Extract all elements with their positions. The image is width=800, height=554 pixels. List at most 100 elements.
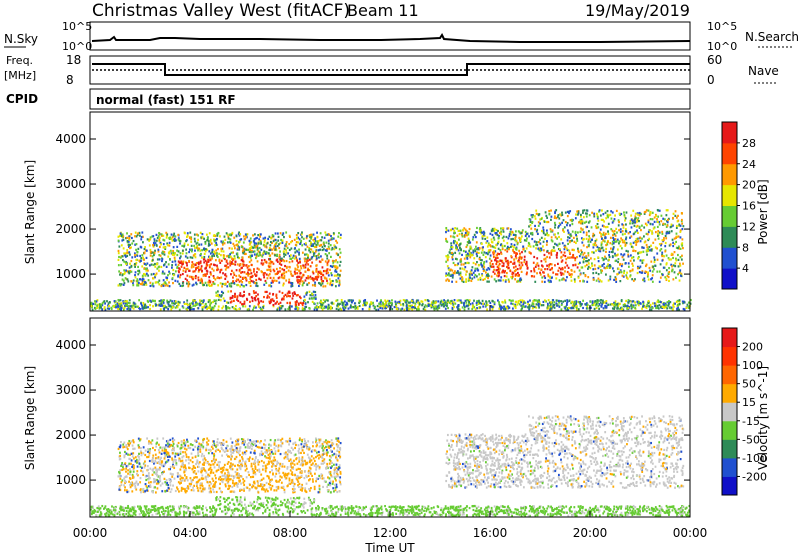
heatmap-cell	[145, 267, 147, 271]
heatmap-cell	[195, 262, 198, 265]
heatmap-cell	[221, 307, 224, 310]
heatmap-cell	[412, 301, 415, 304]
heatmap-cell	[129, 305, 131, 308]
heatmap-cell	[154, 265, 157, 268]
heatmap-cell	[478, 256, 481, 259]
heatmap-cell	[649, 229, 652, 232]
heatmap-cell	[199, 303, 202, 307]
heatmap-cell	[461, 306, 464, 309]
heatmap-cell	[252, 246, 255, 249]
heatmap-cell	[634, 215, 637, 218]
heatmap-cell	[502, 269, 505, 272]
heatmap-cell	[90, 303, 93, 306]
heatmap-cell	[276, 232, 279, 235]
heatmap-cell	[95, 300, 98, 303]
heatmap-cell	[187, 281, 190, 284]
heatmap-cell	[547, 273, 550, 276]
heatmap-cell	[192, 300, 195, 303]
heatmap-cell	[216, 234, 219, 237]
heatmap-cell	[320, 243, 323, 247]
heatmap-cell	[453, 239, 455, 243]
heatmap-cell	[410, 304, 413, 307]
heatmap-cell	[219, 261, 222, 264]
heatmap-cell	[520, 270, 523, 273]
heatmap-cell	[575, 308, 578, 311]
heatmap-cell	[160, 299, 163, 302]
heatmap-cell	[615, 254, 618, 257]
heatmap-cell	[452, 274, 454, 277]
heatmap-cell	[473, 233, 476, 236]
heatmap-cell	[205, 233, 208, 236]
heatmap-cell	[165, 231, 168, 234]
heatmap-cell	[256, 247, 259, 250]
heatmap-cell	[606, 266, 609, 270]
heatmap-cell	[568, 249, 571, 252]
heatmap-cell	[608, 255, 611, 259]
heatmap-cell	[318, 441, 321, 444]
heatmap-cell	[451, 258, 454, 261]
heatmap-cell	[201, 269, 203, 272]
heatmap-cell	[580, 251, 583, 254]
heatmap-cell	[268, 268, 270, 271]
heatmap-cell	[421, 303, 424, 306]
heatmap-cell	[206, 307, 209, 311]
heatmap-cell	[158, 304, 161, 307]
heatmap-cell	[123, 272, 126, 275]
heatmap-cell	[498, 267, 501, 271]
heatmap-cell	[564, 279, 567, 282]
heatmap-cell	[512, 266, 515, 269]
heatmap-cell	[197, 261, 200, 264]
heatmap-cell	[190, 250, 193, 253]
heatmap-cell	[563, 244, 566, 248]
heatmap-cell	[240, 279, 242, 282]
heatmap-cell	[253, 244, 256, 247]
heatmap-cell	[294, 243, 297, 247]
heatmap-cell	[602, 301, 605, 304]
heatmap-cell	[229, 241, 232, 244]
heatmap-cell	[157, 248, 160, 251]
heatmap-cell	[204, 281, 207, 284]
heatmap-cell	[104, 302, 106, 305]
heatmap-cell	[493, 238, 496, 241]
heatmap-cell	[582, 238, 584, 241]
heatmap-cell	[96, 299, 99, 302]
heatmap-cell	[336, 241, 339, 244]
heatmap-cell	[268, 300, 271, 303]
heatmap-cell	[566, 300, 569, 303]
heatmap-cell	[149, 251, 152, 254]
heatmap-cell	[604, 267, 607, 270]
heatmap-cell	[317, 240, 320, 243]
heatmap-cell	[308, 234, 311, 237]
heatmap-cell	[648, 266, 651, 270]
heatmap-cell	[627, 299, 630, 302]
heatmap-cell	[268, 296, 271, 299]
heatmap-cell	[246, 266, 249, 269]
heatmap-cell	[644, 222, 647, 225]
heatmap-cell	[651, 223, 654, 226]
heatmap-cell	[616, 238, 619, 241]
heatmap-cell	[535, 243, 537, 246]
heatmap-cell	[194, 256, 197, 259]
heatmap-cell	[145, 283, 148, 286]
heatmap-cell	[522, 300, 525, 303]
heatmap-cell	[501, 227, 504, 230]
heatmap-cell	[647, 273, 649, 276]
heatmap-cell	[297, 307, 299, 310]
heatmap-cell	[312, 272, 315, 275]
heatmap-cell	[680, 258, 683, 261]
heatmap-cell	[238, 248, 241, 251]
heatmap-cell	[308, 281, 310, 285]
heatmap-cell	[91, 306, 93, 309]
heatmap-cell	[630, 257, 633, 260]
heatmap-cell	[463, 308, 466, 311]
heatmap-cell	[249, 248, 251, 251]
heatmap-cell	[475, 275, 478, 278]
heatmap-cell	[619, 263, 621, 266]
heatmap-cell	[568, 272, 571, 275]
heatmap-cell	[321, 273, 324, 277]
heatmap-cell	[649, 218, 652, 221]
heatmap-cell	[209, 303, 212, 306]
heatmap-cell	[167, 300, 170, 304]
heatmap-cell	[279, 242, 282, 245]
heatmap-cell	[323, 245, 326, 248]
